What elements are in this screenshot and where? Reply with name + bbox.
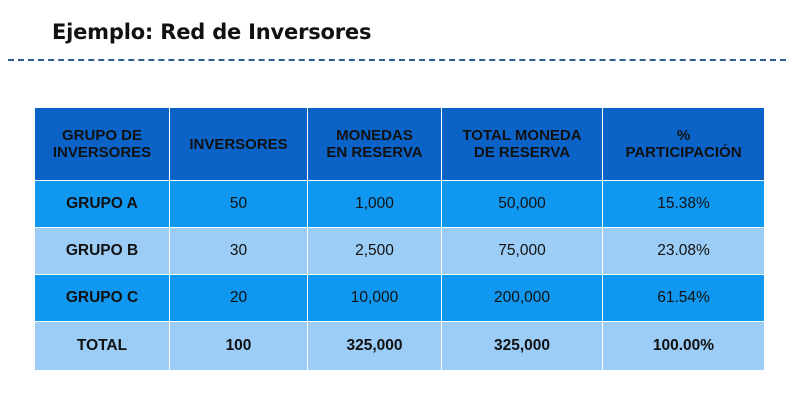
row-label: GRUPO C <box>34 274 170 322</box>
cell-participacion: 15.38% <box>602 180 765 228</box>
slide-title: Ejemplo: Red de Inversores <box>52 20 372 44</box>
title-divider <box>8 59 786 61</box>
row-label: GRUPO A <box>34 180 170 228</box>
header-monedas-line-1: MONEDAS <box>336 127 413 144</box>
table-row: GRUPO C 20 10,000 200,000 61.54% <box>34 274 765 322</box>
header-participacion-line-2: PARTICIPACIÓN <box>625 144 742 161</box>
header-grupo: GRUPO DE INVERSORES <box>34 107 170 181</box>
header-inversores-line-1: INVERSORES <box>189 135 288 153</box>
cell-total-moneda: 75,000 <box>441 227 603 275</box>
total-inversores: 100 <box>169 321 308 371</box>
cell-participacion: 23.08% <box>602 227 765 275</box>
header-grupo-line-1: GRUPO DE <box>61 127 142 144</box>
cell-inversores: 50 <box>169 180 308 228</box>
header-participacion-line-1: % <box>676 127 691 144</box>
total-label: TOTAL <box>34 321 170 371</box>
investor-table: GRUPO DE INVERSORES INVERSORES MONEDAS E… <box>34 107 765 371</box>
table-total-row: TOTAL 100 325,000 325,000 100.00% <box>34 321 765 371</box>
total-participacion: 100.00% <box>602 321 765 371</box>
table-row: GRUPO A 50 1,000 50,000 15.38% <box>34 180 765 228</box>
header-grupo-line-2: INVERSORES <box>52 144 152 161</box>
header-total-moneda-line-1: TOTAL MONEDA <box>462 127 582 144</box>
header-monedas-line-2: EN RESERVA <box>326 144 423 161</box>
cell-participacion: 61.54% <box>602 274 765 322</box>
header-total-moneda: TOTAL MONEDA DE RESERVA <box>441 107 603 181</box>
cell-inversores: 20 <box>169 274 308 322</box>
cell-total-moneda: 50,000 <box>441 180 603 228</box>
header-inversores: INVERSORES <box>169 107 308 181</box>
cell-total-moneda: 200,000 <box>441 274 603 322</box>
cell-monedas: 1,000 <box>307 180 442 228</box>
header-monedas: MONEDAS EN RESERVA <box>307 107 442 181</box>
table-header-row: GRUPO DE INVERSORES INVERSORES MONEDAS E… <box>34 107 765 181</box>
header-total-moneda-line-2: DE RESERVA <box>473 144 571 161</box>
cell-monedas: 10,000 <box>307 274 442 322</box>
row-label: GRUPO B <box>34 227 170 275</box>
total-moneda-reserva: 325,000 <box>441 321 603 371</box>
cell-inversores: 30 <box>169 227 308 275</box>
header-participacion: % PARTICIPACIÓN <box>602 107 765 181</box>
table-row: GRUPO B 30 2,500 75,000 23.08% <box>34 227 765 275</box>
total-monedas: 325,000 <box>307 321 442 371</box>
cell-monedas: 2,500 <box>307 227 442 275</box>
